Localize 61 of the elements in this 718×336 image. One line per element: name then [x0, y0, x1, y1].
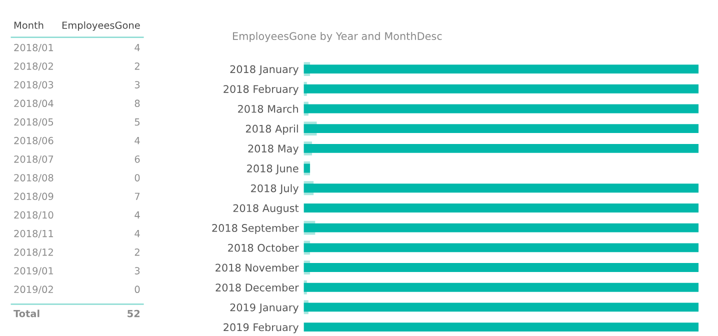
data-label: 4	[134, 230, 140, 238]
data-label: 3	[134, 267, 140, 274]
data-label: 4	[134, 137, 140, 144]
data-label: 4	[134, 44, 140, 52]
category-label: 2018/05	[14, 118, 54, 126]
category-label: 2018/08	[14, 174, 54, 182]
category-label: 2018/12	[14, 248, 53, 257]
y-tick-label: 2019 January	[230, 303, 299, 314]
data-label: 8	[134, 100, 140, 108]
category-label: 2018/07	[14, 155, 54, 164]
bar	[304, 282, 699, 292]
y-tick-label: 2018 February	[224, 84, 299, 95]
bar	[304, 104, 699, 114]
y-tick-label: 2018 January	[230, 65, 299, 76]
y-tick-label: 2018 April	[246, 124, 298, 135]
y-tick-label: 2018 December	[216, 283, 299, 292]
category-label: 2019/02	[14, 286, 53, 294]
bar	[304, 124, 699, 134]
bar	[304, 164, 310, 173]
bar	[304, 84, 699, 94]
bar	[304, 223, 699, 232]
y-tick-label: 2018 October	[228, 244, 299, 252]
text: Month	[14, 21, 44, 29]
category-label: 2018/09	[14, 192, 54, 201]
category-label: 2018/10	[14, 211, 54, 220]
y-tick-label: 2018 May	[248, 144, 299, 155]
data-label: 2	[134, 248, 140, 256]
category-label: 2018/11	[14, 230, 53, 238]
text: Total	[14, 310, 40, 318]
bar	[304, 64, 699, 74]
text: EmployeesGone	[62, 21, 140, 31]
data-label: 0	[134, 286, 140, 294]
bar	[304, 204, 699, 212]
data-label: 4	[134, 211, 140, 219]
category-label: 2018/04	[14, 100, 54, 108]
category-label: 2018/06	[14, 136, 54, 146]
y-tick-label: 2018 November	[216, 264, 299, 272]
data-label: 5	[134, 118, 140, 126]
bar	[304, 184, 699, 193]
category-label: 2018/02	[14, 62, 53, 71]
bar	[304, 302, 699, 312]
chart-title: EmployeesGone by Year and MonthDesc	[233, 32, 442, 42]
y-tick-label: 2018 June	[247, 164, 298, 174]
category-label: 2018/03	[14, 81, 54, 90]
y-tick-label: 2018 August	[233, 204, 299, 214]
y-tick-label: 2018 September	[212, 224, 299, 234]
bar	[304, 243, 699, 252]
data-label: 7	[134, 192, 140, 200]
data-label: 3	[134, 81, 140, 88]
bar	[304, 144, 699, 153]
bar	[304, 322, 699, 332]
category-label: 2018/01	[14, 44, 53, 52]
text: 52	[128, 310, 140, 318]
y-tick-label: 2018 March	[238, 104, 298, 113]
bar	[304, 263, 699, 272]
data-label: 0	[134, 174, 140, 182]
data-label: 2	[134, 62, 140, 70]
category-label: 2019/01	[14, 267, 53, 276]
y-tick-label: 2019 February	[224, 323, 299, 334]
y-tick-label: 2018 July	[251, 184, 299, 194]
data-label: 6	[134, 155, 140, 163]
